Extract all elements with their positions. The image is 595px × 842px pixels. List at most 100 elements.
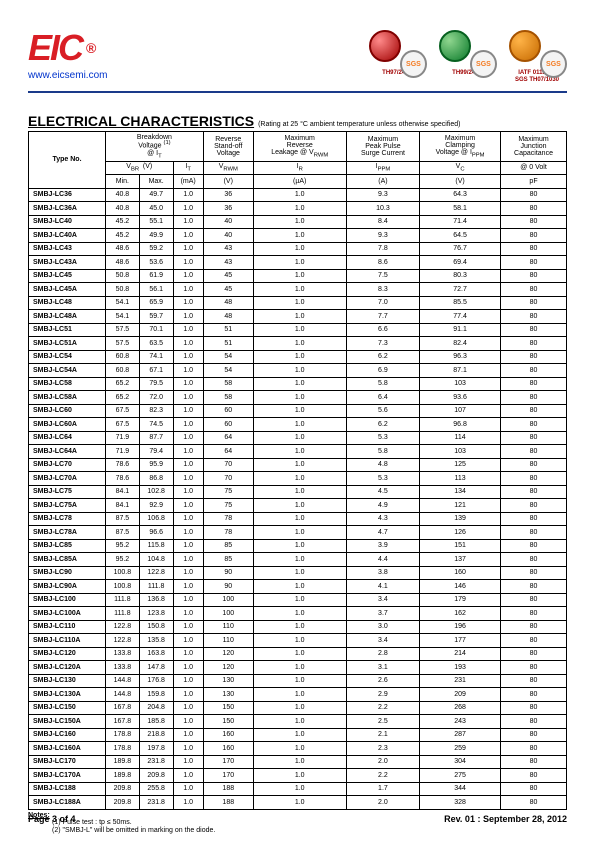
table-row: SMBJ-LC48A54.159.71.0481.07.777.480	[29, 310, 567, 324]
th-ma: (mA)	[173, 175, 203, 189]
cell-value: 80	[501, 418, 567, 432]
th-vbr: VBR (V)	[106, 161, 174, 175]
cell-value: 144.8	[106, 674, 140, 688]
cell-value: 67.5	[106, 418, 140, 432]
cell-value: 170	[203, 769, 253, 783]
cell-value: 79.5	[139, 377, 173, 391]
cell-value: 1.0	[173, 242, 203, 256]
company-logo: EIC ®	[28, 24, 107, 72]
th-ir: IR	[253, 161, 346, 175]
table-row: SMBJ-LC6067.582.31.0601.05.610780	[29, 404, 567, 418]
cell-value: 1.0	[173, 404, 203, 418]
cell-type: SMBJ-LC188A	[29, 796, 106, 810]
cell-value: 103	[420, 445, 501, 459]
cell-value: 3.0	[346, 620, 419, 634]
cell-value: 1.0	[173, 553, 203, 567]
cell-value: 78.6	[106, 472, 140, 486]
cell-value: 122.8	[106, 634, 140, 648]
cell-type: SMBJ-LC170	[29, 755, 106, 769]
logo-text: EIC	[28, 27, 82, 69]
cell-value: 111.8	[106, 593, 140, 607]
table-row: SMBJ-LC78A87.596.61.0781.04.712680	[29, 526, 567, 540]
cell-value: 1.0	[253, 323, 346, 337]
cell-value: 85.5	[420, 296, 501, 310]
cell-value: 2.2	[346, 701, 419, 715]
cell-value: 179	[420, 593, 501, 607]
cell-value: 74.5	[139, 418, 173, 432]
cell-value: 80	[501, 229, 567, 243]
cell-type: SMBJ-LC45A	[29, 283, 106, 297]
cell-value: 58.1	[420, 202, 501, 216]
table-row: SMBJ-LC5460.874.11.0541.06.296.380	[29, 350, 567, 364]
cell-value: 3.8	[346, 566, 419, 580]
cert-2: SGS TH99/2479	[437, 24, 497, 83]
th-clamp: MaximumClampingVoltage @ IPPM	[420, 132, 501, 162]
cell-value: 45.2	[106, 229, 140, 243]
cell-type: SMBJ-LC45	[29, 269, 106, 283]
website-url[interactable]: www.eicsemi.com	[28, 70, 107, 81]
cell-value: 1.0	[173, 472, 203, 486]
cell-value: 48	[203, 310, 253, 324]
cell-value: 185.8	[139, 715, 173, 729]
cell-value: 110	[203, 634, 253, 648]
cell-type: SMBJ-LC36A	[29, 202, 106, 216]
cell-value: 1.0	[173, 701, 203, 715]
cell-value: 78	[203, 526, 253, 540]
cell-value: 80	[501, 539, 567, 553]
cell-value: 4.8	[346, 458, 419, 472]
cell-value: 122.8	[139, 566, 173, 580]
cell-value: 159.8	[139, 688, 173, 702]
cell-type: SMBJ-LC78A	[29, 526, 106, 540]
cell-value: 287	[420, 728, 501, 742]
cell-type: SMBJ-LC40	[29, 215, 106, 229]
table-row: SMBJ-LC43A48.653.61.0431.08.669.480	[29, 256, 567, 270]
cell-value: 2.9	[346, 688, 419, 702]
cell-type: SMBJ-LC51A	[29, 337, 106, 351]
cell-value: 80	[501, 215, 567, 229]
table-row: SMBJ-LC60A67.574.51.0601.06.296.880	[29, 418, 567, 432]
cell-value: 121	[420, 499, 501, 513]
cell-value: 160	[420, 566, 501, 580]
cell-type: SMBJ-LC100A	[29, 607, 106, 621]
cell-value: 1.0	[253, 566, 346, 580]
cell-value: 1.0	[173, 620, 203, 634]
cell-value: 77.4	[420, 310, 501, 324]
cell-value: 1.0	[173, 715, 203, 729]
cell-type: SMBJ-LC150A	[29, 715, 106, 729]
cell-value: 80	[501, 553, 567, 567]
cell-value: 71.9	[106, 445, 140, 459]
cell-value: 188	[203, 782, 253, 796]
cell-value: 1.0	[253, 445, 346, 459]
cell-value: 125	[420, 458, 501, 472]
cell-type: SMBJ-LC64A	[29, 445, 106, 459]
cell-type: SMBJ-LC110A	[29, 634, 106, 648]
cell-value: 54.1	[106, 296, 140, 310]
cell-value: 1.0	[253, 364, 346, 378]
cell-value: 209	[420, 688, 501, 702]
cell-value: 1.0	[173, 512, 203, 526]
cell-value: 80	[501, 674, 567, 688]
cell-value: 209.8	[139, 769, 173, 783]
cell-value: 80	[501, 404, 567, 418]
cell-value: 5.3	[346, 472, 419, 486]
cell-type: SMBJ-LC120A	[29, 661, 106, 675]
cell-type: SMBJ-LC160A	[29, 742, 106, 756]
cell-value: 57.5	[106, 337, 140, 351]
cell-value: 1.0	[173, 580, 203, 594]
cell-value: 5.8	[346, 377, 419, 391]
cell-value: 1.0	[173, 674, 203, 688]
cell-value: 80	[501, 796, 567, 810]
cell-value: 1.0	[253, 728, 346, 742]
cell-value: 1.0	[253, 634, 346, 648]
cell-value: 2.1	[346, 728, 419, 742]
section-title-row: ELECTRICAL CHARACTERISTICS (Rating at 25…	[28, 113, 567, 129]
cell-value: 100	[203, 593, 253, 607]
cell-value: 80	[501, 580, 567, 594]
cell-value: 4.4	[346, 553, 419, 567]
cell-value: 136.8	[139, 593, 173, 607]
th-unit-ua: (µA)	[253, 175, 346, 189]
cell-type: SMBJ-LC54	[29, 350, 106, 364]
registered-icon: ®	[86, 40, 96, 56]
cell-value: 1.7	[346, 782, 419, 796]
cell-value: 135.8	[139, 634, 173, 648]
